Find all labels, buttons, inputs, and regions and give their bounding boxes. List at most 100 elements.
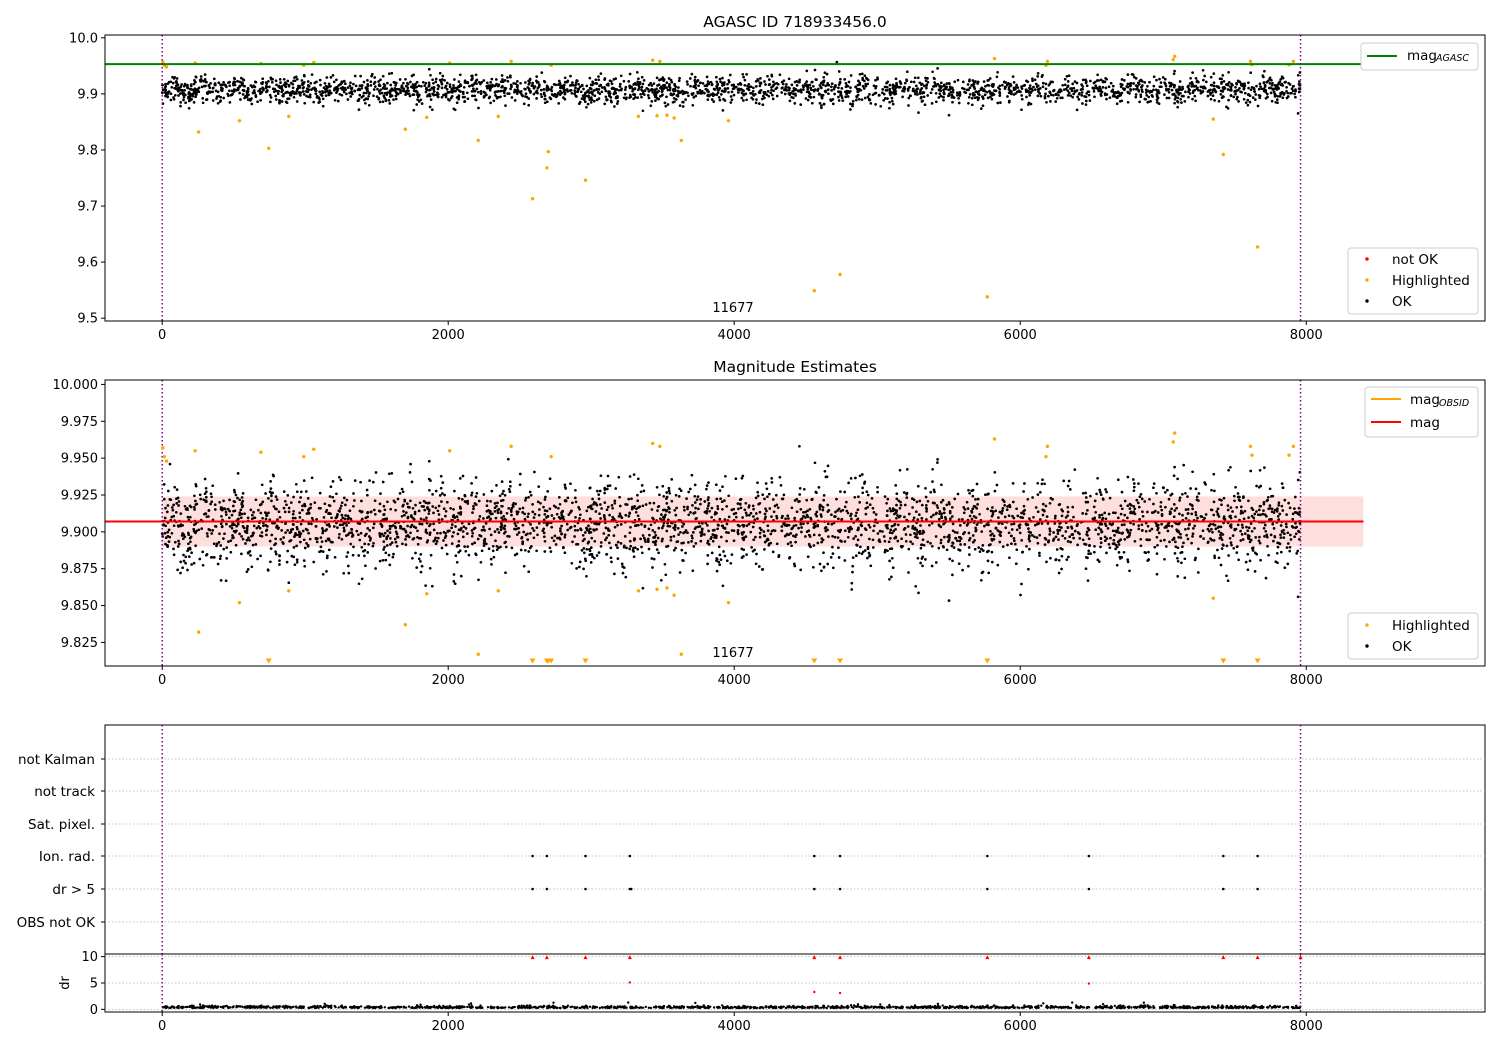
ok-point: [1148, 538, 1151, 542]
ok-point: [1151, 95, 1154, 98]
ok-point: [176, 568, 179, 572]
ok-point: [1222, 95, 1225, 99]
ok-point: [452, 531, 455, 534]
ok-point: [939, 86, 942, 90]
ok-point: [947, 92, 951, 96]
ok-point: [1278, 512, 1282, 516]
ok-point: [211, 484, 215, 488]
ok-point: [367, 542, 370, 546]
ok-point: [625, 546, 628, 550]
ok-point: [1019, 593, 1022, 597]
ok-point: [1294, 532, 1298, 536]
ok-point: [908, 94, 912, 98]
ok-point: [337, 509, 341, 513]
ok-point: [542, 531, 546, 535]
ok-point: [1019, 515, 1022, 519]
ok-point: [205, 532, 209, 535]
ok-point: [448, 83, 452, 86]
ok-point: [320, 94, 324, 97]
ok-point: [280, 86, 284, 90]
ok-point: [1182, 541, 1185, 545]
ok-point: [1066, 80, 1070, 83]
ok-point: [467, 522, 471, 526]
ok-point: [1081, 538, 1085, 542]
ok-point: [1249, 469, 1253, 473]
ok-point: [1119, 504, 1123, 508]
ok-point: [368, 479, 371, 482]
ok-point: [790, 506, 794, 510]
ok-point: [402, 81, 405, 85]
ok-point: [264, 512, 268, 515]
ok-point: [1078, 532, 1081, 536]
ok-point: [725, 522, 729, 526]
ok-point: [799, 522, 803, 526]
ok-point: [404, 93, 407, 97]
ok-point: [1066, 94, 1070, 97]
ok-point: [637, 82, 640, 86]
ok-point: [719, 80, 722, 84]
ok-point: [1286, 531, 1290, 535]
ok-point: [208, 91, 212, 94]
ok-point: [375, 95, 379, 98]
ok-point: [342, 526, 346, 530]
ok-point: [1184, 90, 1187, 94]
ok-point: [318, 491, 322, 495]
ok-point: [706, 98, 710, 101]
ok-point: [177, 94, 180, 97]
ok-point: [745, 514, 749, 517]
ok-point: [809, 86, 813, 90]
ok-point: [876, 490, 879, 494]
ok-point: [602, 532, 606, 535]
ok-point: [681, 100, 684, 104]
ok-point: [1257, 508, 1261, 512]
ok-point: [309, 81, 313, 85]
ok-point: [236, 496, 239, 500]
ok-point: [1244, 101, 1248, 104]
ok-point: [1189, 76, 1192, 80]
ok-point: [291, 512, 295, 516]
ok-point: [1228, 88, 1232, 92]
ok-point: [591, 93, 594, 96]
ok-point: [293, 91, 297, 94]
ok-point: [918, 81, 922, 85]
ok-point: [1001, 509, 1004, 513]
ok-point: [1067, 91, 1071, 95]
ok-point: [1015, 83, 1018, 87]
ok-point: [348, 84, 352, 88]
ok-point: [393, 87, 397, 90]
ok-point: [190, 551, 193, 555]
highlighted-point: [530, 197, 535, 201]
ok-point: [856, 538, 860, 542]
ok-point: [886, 80, 890, 84]
ok-point: [179, 101, 183, 104]
ok-point: [372, 88, 376, 91]
ok-point: [245, 95, 249, 99]
ok-point: [1010, 90, 1013, 93]
ok-point: [406, 516, 410, 520]
ok-point: [974, 526, 977, 530]
ok-point: [730, 90, 734, 94]
ok-point: [975, 95, 979, 99]
ok-point: [1120, 490, 1124, 494]
ok-point: [1237, 80, 1241, 84]
ok-point: [1210, 527, 1213, 531]
ok-point: [473, 94, 477, 98]
ok-point: [942, 98, 945, 102]
ok-point: [816, 541, 820, 545]
ok-point: [501, 85, 504, 88]
ok-point: [1291, 526, 1295, 529]
ok-point: [1146, 84, 1149, 88]
ok-point: [452, 107, 456, 111]
ok-point: [352, 82, 355, 86]
ok-point: [340, 513, 344, 517]
ok-point: [207, 515, 210, 518]
ok-point: [380, 91, 384, 95]
ok-point: [918, 532, 922, 535]
ok-point: [473, 526, 477, 530]
ok-point: [623, 92, 627, 96]
ok-point: [337, 536, 341, 539]
ok-point: [179, 571, 182, 575]
ok-point: [617, 515, 621, 518]
ok-point: [245, 538, 249, 542]
ok-point: [751, 549, 755, 553]
